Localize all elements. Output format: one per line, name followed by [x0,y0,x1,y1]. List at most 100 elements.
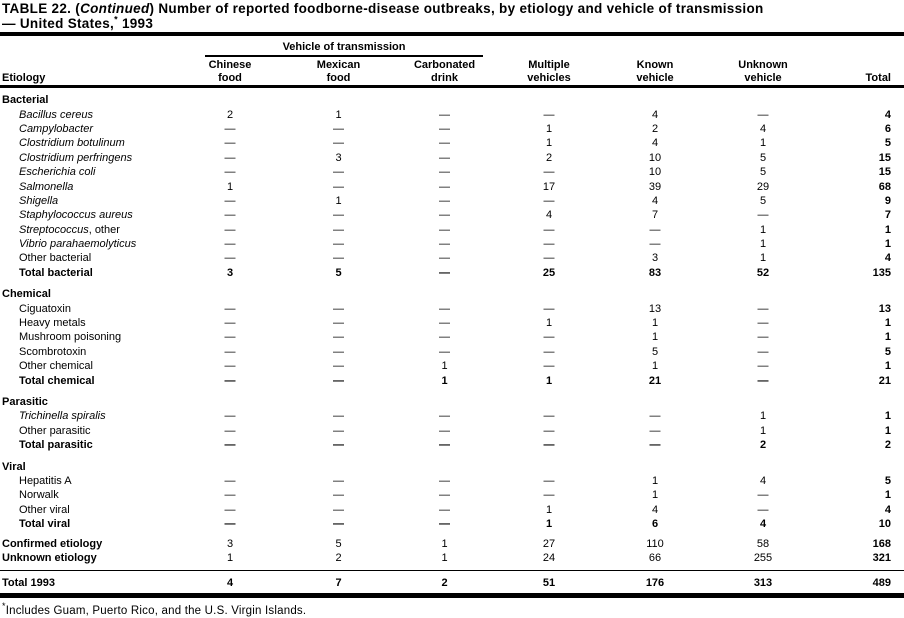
etiology-label: Total viral [0,518,175,530]
column-header-total: Total [817,59,904,85]
cell-value: 1 [651,360,659,373]
etiology-name: Staphylococcus aureus [19,209,133,222]
cell-value: 1 [884,489,891,502]
cell-value: — [224,439,236,452]
cell-value: — [439,503,450,516]
etiology-label: Campylobacter [0,123,175,135]
cell-value: — [224,345,236,358]
cell-value: 1 [441,360,448,373]
cell-value: 1 [226,180,234,193]
cell-value: 1 [651,331,659,344]
cell-value: 1 [441,374,448,387]
etiology-label: Bacterial [0,94,175,106]
cell-value: — [649,238,661,251]
vehicle-of-transmission-span-header: Vehicle of transmission [205,41,483,57]
cell-value: — [224,503,236,516]
etiology-name: Clostridium botulinum [19,137,125,150]
etiology-label: Parasitic [0,396,175,408]
cell-value: 1 [884,360,891,373]
cell-value: — [224,122,236,135]
table-row: Staphylococcus aureus — — — 4 7 — 7 [0,208,904,222]
etiology-name: Salmonella [19,180,74,193]
cell-value: — [439,180,450,193]
cell-value: 110 [646,537,664,550]
cell-value: 10 [648,151,662,164]
table-row: Norwalk — — — — 1 — 1 [0,488,904,502]
etiology-name: Clostridium perfringens [19,151,133,164]
cell-value: — [439,108,450,121]
cell-value: — [757,503,769,516]
cell-value: 2 [335,551,342,564]
cell-value: 52 [756,266,770,279]
cell-value: — [333,209,344,222]
etiology-label: Vibrio parahaemolyticus [0,238,175,250]
etiology-label: Staphylococcus aureus [0,209,175,221]
cell-value: — [224,209,236,222]
cell-value: — [649,424,661,437]
cell-value: — [333,503,344,516]
cell-value: — [224,223,236,236]
cell-value: 5 [335,266,342,279]
table-row: Total 1993 4 7 2 51 176 313 489 [0,570,904,591]
cell-value: 3 [651,252,659,265]
cell-value: 1 [884,424,891,437]
cell-value: 4 [226,576,234,589]
table-row: Vibrio parahaemolyticus — — — — — 1 1 [0,237,904,251]
etiology-label: Hepatitis A [0,475,175,487]
etiology-name: Trichinella spiralis [19,410,106,423]
cell-value: 1 [884,410,891,423]
etiology-label: Clostridium botulinum [0,137,175,149]
column-header-carbonated-drink: Carbonated drink [392,59,497,85]
cell-value: — [439,302,450,315]
table-title: TABLE 22. (Continued) Number of reported… [0,0,904,31]
table-row: Clostridium perfringens — 3 — 2 10 5 15 [0,151,904,165]
cell-value: 5 [759,166,767,179]
cell-value: 1 [335,108,342,121]
column-header-line2: Total [865,72,891,84]
cell-value: 5 [651,345,659,358]
table-row: Confirmed etiology 3 5 1 27 110 58 168 [0,536,904,550]
table-row: Trichinella spiralis — — — — — 1 1 [0,409,904,423]
cell-value: — [439,151,450,164]
column-header-line1: Multiple [528,59,570,71]
cell-value: 4 [651,194,659,207]
title-continued: Continued [80,1,150,16]
cell-value: 2 [884,439,891,452]
table-row: Viral [0,459,904,473]
cell-value: 66 [648,551,662,564]
cell-value: — [649,410,661,423]
cell-value: — [333,137,344,150]
cell-value: 4 [759,122,767,135]
cell-value: 17 [542,180,556,193]
etiology-name: Bacillus cereus [19,108,93,121]
cell-value: 489 [872,576,891,589]
cell-value: 2 [759,439,767,452]
cell-value: — [757,302,769,315]
etiology-name: Viral [2,460,26,473]
etiology-label: Viral [0,461,175,473]
etiology-name: Total chemical [19,374,95,387]
cell-value: 1 [226,551,234,564]
cell-value: 176 [645,576,665,589]
table-row: Clostridium botulinum — — — 1 4 1 5 [0,136,904,150]
cell-value: 4 [545,209,553,222]
etiology-label: Escherichia coli [0,166,175,178]
cell-value: 2 [226,108,234,121]
cell-value: — [333,122,344,135]
cell-value: — [333,166,344,179]
cell-value: — [439,194,450,207]
cell-value: 9 [884,194,891,207]
table-title-line2: — United States,* 1993 [2,15,902,31]
cell-value: — [439,209,450,222]
footnote-text: Includes Guam, Puerto Rico, and the U.S.… [5,605,307,618]
etiology-name: Other bacterial [19,252,92,265]
cell-value: — [224,317,236,330]
cell-value: — [543,302,555,315]
etiology-name: Total viral [19,518,71,531]
table-row: Shigella — 1 — — 4 5 9 [0,194,904,208]
etiology-label: Mushroom poisoning [0,331,175,343]
etiology-name: Streptococcus [19,223,89,236]
cell-value: — [224,238,236,251]
title-line2-year: 1993 [117,16,154,31]
cell-value: 13 [648,302,662,315]
